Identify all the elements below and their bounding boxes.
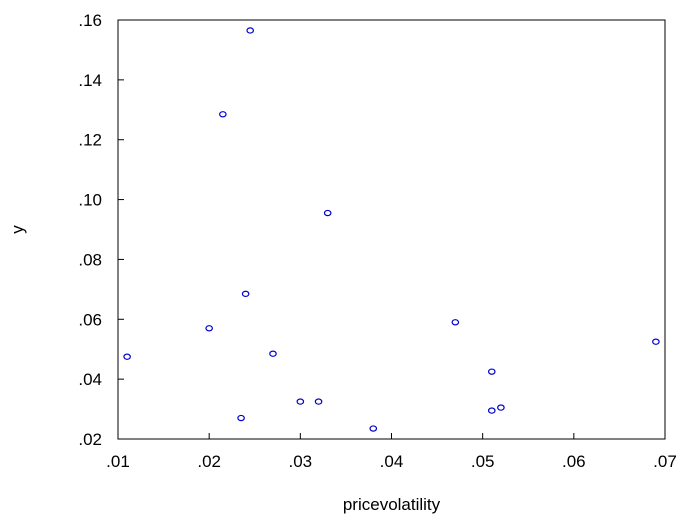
scatter-point	[369, 425, 378, 432]
y-tick-label: .04	[78, 370, 102, 389]
scatter-point	[241, 290, 250, 298]
y-tick-label: .02	[78, 430, 102, 449]
data-points	[123, 27, 660, 432]
scatter-point	[237, 414, 245, 422]
y-tick-label: .08	[78, 250, 102, 269]
scatter-point	[296, 398, 305, 405]
y-tick-label: .14	[78, 71, 102, 90]
scatter-point	[219, 111, 227, 118]
x-axis-ticks: .01 .02 .03 .04 .05 .06 .07	[106, 433, 677, 471]
y-tick-label: .12	[78, 131, 102, 150]
plot-frame	[117, 19, 666, 440]
scatter-point	[497, 404, 505, 411]
x-tick-label: .02	[197, 452, 221, 471]
scatter-point	[487, 407, 496, 414]
x-tick-label: .05	[471, 452, 495, 471]
y-tick-label: .16	[78, 11, 102, 30]
scatter-point	[205, 325, 213, 332]
scatter-point	[123, 353, 131, 360]
x-tick-label: .04	[380, 452, 404, 471]
scatter-point	[652, 338, 660, 345]
x-tick-label: .01	[106, 452, 130, 471]
scatter-point	[246, 27, 254, 34]
scatter-point	[314, 398, 323, 405]
scatter-point	[451, 319, 460, 326]
scatter-point	[487, 368, 496, 375]
x-tick-label: .06	[562, 452, 586, 471]
x-tick-label: .03	[289, 452, 313, 471]
scatter-point	[323, 209, 332, 217]
y-axis-ticks: .02 .04 .06 .08 .10 .12 .14 .16	[78, 11, 124, 449]
y-tick-label: .10	[78, 191, 102, 210]
scatter-point	[269, 350, 277, 357]
y-tick-label: .06	[78, 310, 102, 329]
x-tick-label: .07	[653, 452, 677, 471]
x-axis-title: pricevolatility	[343, 495, 441, 514]
y-axis-title: y	[8, 225, 27, 234]
